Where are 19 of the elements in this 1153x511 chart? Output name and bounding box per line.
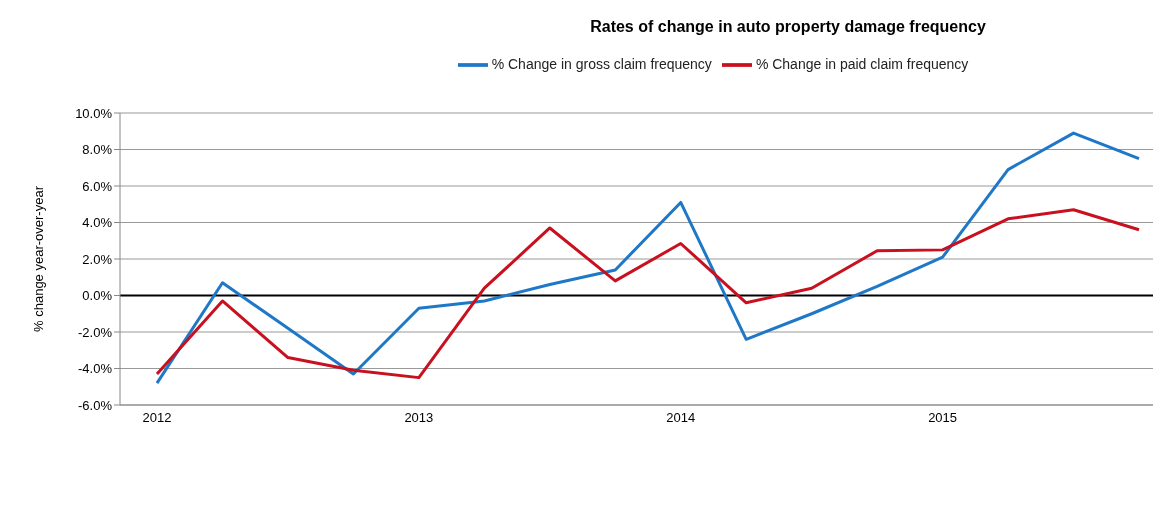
line-series	[155, 208, 1141, 380]
x-tick-label: 2012	[142, 410, 172, 426]
line-series	[155, 131, 1141, 385]
y-tick-label: 10.0%	[75, 105, 113, 121]
y-tick-label: 8.0%	[82, 142, 113, 158]
y-axis-title: % change year-over-year	[30, 185, 46, 332]
y-tick-label: 4.0%	[82, 215, 113, 231]
y-tick-label: 6.0%	[82, 178, 113, 194]
legend-label: % Change in paid claim frequency	[755, 55, 969, 72]
x-tick-label: 2014	[666, 410, 696, 426]
y-tick-label: -6.0%	[78, 397, 113, 413]
y-tick-label: 2.0%	[82, 251, 113, 267]
x-tick-label: 2015	[928, 410, 958, 426]
x-tick-label: 2013	[404, 410, 434, 426]
y-tick-label: -4.0%	[78, 361, 113, 377]
y-tick-label: -2.0%	[78, 324, 113, 340]
legend-label: % Change in gross claim frequency	[491, 55, 712, 72]
y-tick-label: 0.0%	[82, 288, 113, 304]
chart-title: Rates of change in auto property damage frequency	[589, 18, 987, 36]
